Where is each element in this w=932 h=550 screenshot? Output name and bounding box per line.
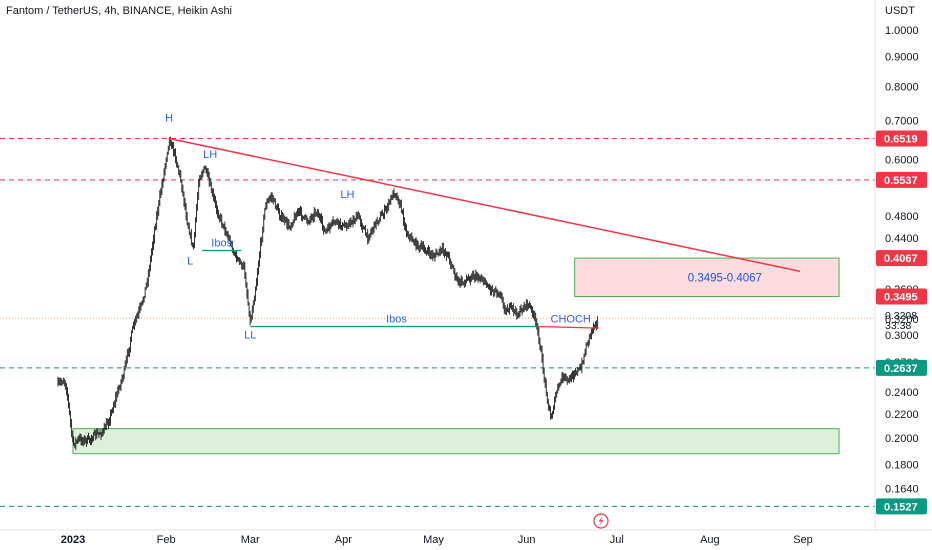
price-tick-5: 0.4800: [885, 211, 919, 223]
price-axis-unit: USDT: [885, 5, 915, 17]
price-tick-1: 0.9000: [885, 52, 919, 64]
time-tick-4: May: [423, 534, 444, 546]
level-value-2: 0.4067: [884, 253, 918, 265]
level-value-1: 0.5537: [884, 175, 918, 187]
candle-countdown-label: 33:38: [885, 320, 911, 332]
lower-low-label: LL: [244, 329, 256, 341]
supply-zone: [574, 257, 840, 297]
price-tick-9: 0.3000: [885, 330, 919, 342]
level-value-3: 0.3495: [884, 291, 918, 303]
supply-zone-range-label: 0.3495-0.4067: [688, 272, 762, 284]
current-price-label: 0.3208: [885, 310, 917, 322]
lower-high-label-1: LH: [203, 149, 217, 161]
price-tick-3: 0.7000: [885, 115, 919, 127]
swing-high-label: H: [165, 112, 173, 124]
drawing-lines-layer: [168, 137, 801, 329]
level-badge-3: [876, 288, 927, 305]
level-badge-5: [876, 498, 927, 515]
ibos-label-2: Ibos: [386, 313, 407, 325]
alert-bolt-icon[interactable]: [593, 513, 609, 529]
lower-high-label-2: LH: [340, 189, 354, 201]
chart-title: Fantom / TetherUS, 4h, BINANCE, Heikin A…: [6, 5, 232, 17]
ibos-label-1: Ibos: [211, 238, 232, 250]
price-tick-0: 1.0000: [885, 25, 919, 37]
level-value-5: 0.1527: [884, 501, 918, 513]
price-level-labels: 0.6519 0.5537 0.4067 0.3495 0.2637 0.1527: [876, 130, 927, 515]
price-tick-11: 0.2400: [885, 387, 919, 399]
level-badge-2: [876, 250, 927, 267]
level-value-4: 0.2637: [884, 363, 918, 375]
time-tick-2: Mar: [241, 534, 260, 546]
time-tick-7: Aug: [700, 534, 720, 546]
time-tick-6: Jul: [610, 534, 624, 546]
level-badge-0: [876, 130, 927, 147]
choch-line: [538, 325, 599, 329]
swing-low-label: L: [187, 256, 193, 268]
time-tick-8: Sep: [793, 534, 813, 546]
demand-zone: [72, 428, 840, 455]
time-tick-5: Jun: [518, 534, 536, 546]
price-tick-8: 0.3200: [885, 314, 919, 326]
zones-layer: [72, 257, 840, 455]
time-tick-labels: 2023 Feb Mar Apr May Jun Jul Aug Sep: [61, 534, 813, 546]
time-axis[interactable]: 2023 Feb Mar Apr May Jun Jul Aug Sep: [0, 529, 932, 550]
candles-layer: [57, 136, 599, 451]
price-axis[interactable]: USDT 1.0000 0.9000 0.8000 0.7000 0.6000 0.480…: [874, 0, 932, 530]
annotations-layer: H LH LH L LL Ibos Ibos CHOCH 0.3495-0.40…: [165, 112, 762, 341]
level-badge-4: [876, 359, 927, 376]
time-axis-background: [0, 530, 875, 550]
descending-trendline: [168, 137, 801, 273]
price-tick-14: 0.1800: [885, 460, 919, 472]
time-tick-0: 2023: [61, 534, 85, 546]
time-tick-3: Apr: [335, 534, 352, 546]
price-tick-2: 0.8000: [885, 82, 919, 94]
price-tick-13: 0.2000: [885, 433, 919, 445]
price-tick-6: 0.4400: [885, 233, 919, 245]
horizontal-levels-layer: [0, 137, 875, 507]
price-tick-15: 0.1640: [885, 483, 919, 495]
level-value-0: 0.6519: [884, 133, 918, 145]
price-tick-12: 0.2200: [885, 409, 919, 421]
choch-label: CHOCH: [551, 313, 591, 325]
price-tick-4: 0.6000: [885, 154, 919, 166]
level-badge-1: [876, 171, 927, 188]
bolt-icon: [598, 516, 604, 526]
time-tick-1: Feb: [157, 534, 176, 546]
